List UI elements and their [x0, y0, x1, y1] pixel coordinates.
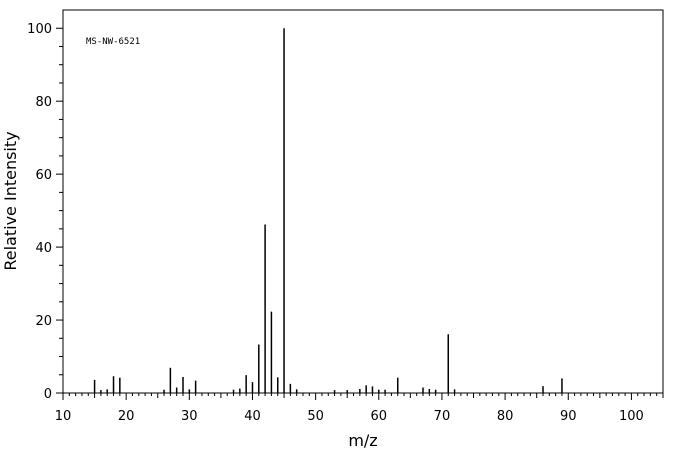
- x-tick-label: 100: [619, 409, 644, 424]
- x-tick-label: 20: [118, 409, 135, 424]
- y-tick-label: 60: [35, 168, 52, 183]
- y-axis-ticks: 0 20 40 60 80 100: [27, 22, 63, 402]
- y-axis-title: Relative Intensity: [1, 131, 20, 270]
- y-tick-label: 20: [35, 314, 52, 329]
- x-tick-label: 40: [244, 409, 261, 424]
- x-tick-label: 70: [434, 409, 451, 424]
- y-tick-label: 80: [35, 95, 52, 110]
- spectrum-id-annotation: MS-NW-6521: [86, 37, 140, 47]
- x-axis-ticks: 10 20 30 40 50 60 70 80 90 100: [55, 393, 664, 424]
- x-tick-label: 90: [560, 409, 577, 424]
- y-tick-label: 40: [35, 241, 52, 256]
- y-tick-label: 0: [44, 387, 52, 402]
- spectrum-peaks: [93, 28, 563, 393]
- x-tick-label: 10: [55, 409, 72, 424]
- x-tick-label: 60: [371, 409, 388, 424]
- x-tick-label: 80: [497, 409, 514, 424]
- x-tick-label: 30: [181, 409, 198, 424]
- plot-frame: [62, 9, 664, 394]
- y-tick-label: 100: [27, 22, 52, 37]
- x-axis-title: m/z: [348, 431, 377, 450]
- x-tick-label: 50: [307, 409, 324, 424]
